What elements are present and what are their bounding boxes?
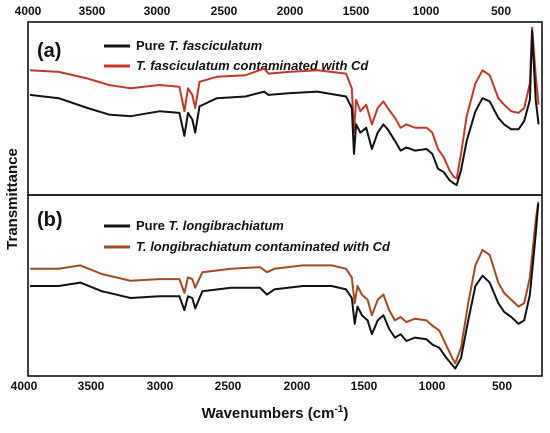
panel-a-legend: Pure T. fasciculatum T. fasciculatum con…: [104, 38, 369, 73]
legend-label-cd-a: T. fasciculatum contaminated with Cd: [136, 58, 369, 73]
x-axis-title-main: Wavenumbers (cm: [202, 405, 335, 422]
legend-label-pure-a: Pure T. fasciculatum: [136, 38, 263, 53]
top-tick-500: 500: [491, 4, 511, 18]
panel-b-frame: [27, 194, 543, 377]
legend-label-pure-b: Pure T. longibrachiatum: [136, 218, 284, 233]
top-tick-2000: 2000: [277, 4, 304, 18]
legend-label-cd-b: T. longibrachiatum contaminated with Cd: [136, 239, 391, 254]
x-axis-title: Wavenumbers (cm-1): [202, 404, 349, 422]
legend-label-cd-b-text: T. longibrachiatum contaminated with Cd: [136, 239, 391, 254]
top-tick-3500: 3500: [79, 4, 106, 18]
panel-b-legend: Pure T. longibrachiatum T. longibrachiat…: [104, 218, 391, 254]
bottom-tick-2500: 2500: [215, 379, 242, 393]
panel-a-label: (a): [37, 40, 61, 62]
panel-a: (a) Pure T. fasciculatum T. fasciculatum…: [27, 21, 543, 196]
series-line-b-pure: [30, 203, 540, 370]
series-line-b-cd-contaminated: [30, 201, 540, 365]
y-axis-title: Transmittance: [4, 148, 21, 250]
legend-label-pure-b-prefix: Pure: [136, 218, 169, 233]
panel-b-label: (b): [37, 209, 63, 231]
x-axis-title-sup: -1: [334, 404, 343, 415]
bottom-tick-4000: 4000: [11, 379, 38, 393]
top-tick-1500: 1500: [343, 4, 370, 18]
legend-label-pure-a-prefix: Pure: [136, 38, 169, 53]
top-axis-ticks: 4000 3500 3000 2500 2000 1500 1000 500: [15, 4, 512, 18]
top-tick-3000: 3000: [144, 4, 171, 18]
bottom-axis-ticks: 4000 3500 3000 2500 2000 1500 1000 500: [11, 379, 513, 393]
bottom-tick-1000: 1000: [419, 379, 446, 393]
panel-b: (b) Pure T. longibrachiatum T. longibrac…: [27, 194, 543, 377]
bottom-tick-3000: 3000: [147, 379, 174, 393]
top-tick-1000: 1000: [413, 4, 440, 18]
series-line-a-pure: [29, 29, 540, 187]
legend-label-pure-b-species: T. longibrachiatum: [169, 218, 285, 233]
x-axis-title-end: ): [343, 405, 348, 422]
bottom-tick-3500: 3500: [78, 379, 105, 393]
bottom-tick-1500: 1500: [351, 379, 378, 393]
panel-a-frame: [27, 21, 543, 196]
top-tick-2500: 2500: [211, 4, 238, 18]
bottom-tick-2000: 2000: [284, 379, 311, 393]
top-tick-4000: 4000: [15, 4, 42, 18]
bottom-tick-500: 500: [492, 379, 512, 393]
series-line-a-cd-contaminated: [29, 26, 540, 180]
legend-label-pure-a-species: T. fasciculatum: [169, 38, 263, 53]
legend-label-cd-a-text: T. fasciculatum contaminated with Cd: [136, 58, 369, 73]
